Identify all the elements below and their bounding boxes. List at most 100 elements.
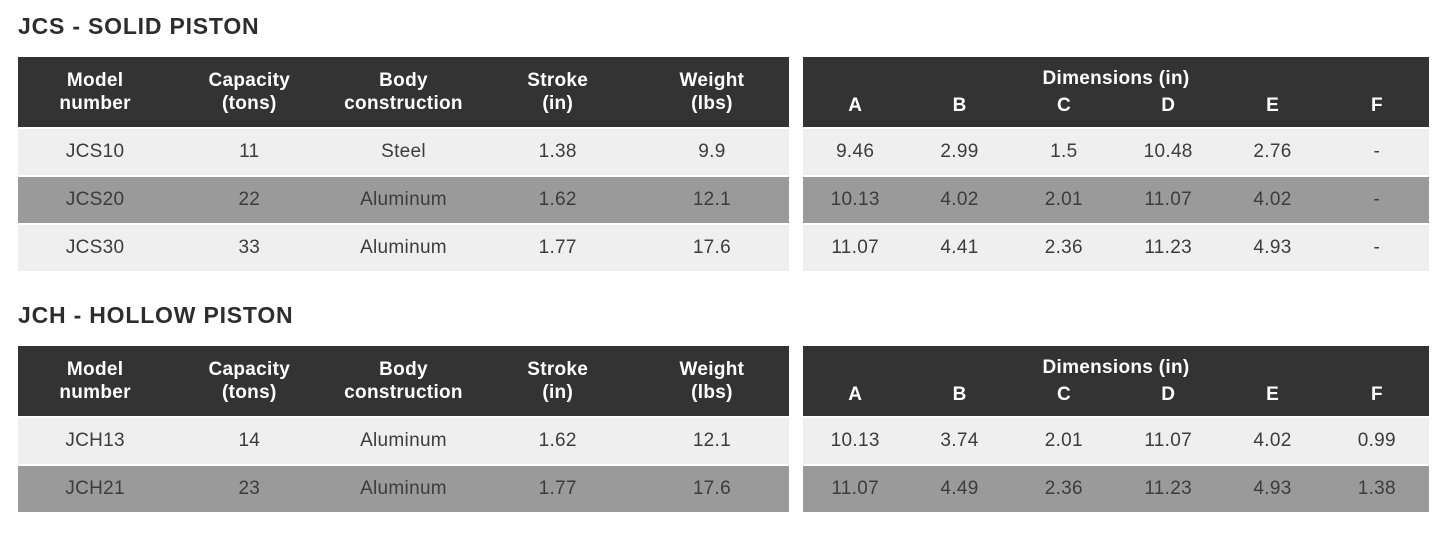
column-header-d: D	[1161, 383, 1176, 405]
table-cell: 4.02	[1253, 189, 1292, 210]
table-row: JCS10 11 Steel 1.38 9.9	[18, 127, 789, 175]
dimensions-group-header: Dimensions (in)	[1042, 356, 1190, 378]
table-cell: 4.02	[1253, 430, 1292, 451]
jch-spec-table-header: Model number Capacity (tons) Body constr…	[18, 346, 789, 416]
column-header-c: C	[1056, 383, 1071, 405]
table-cell: Aluminum	[360, 478, 447, 499]
column-header-line: (lbs)	[691, 382, 733, 403]
column-header-line: (tons)	[222, 93, 277, 114]
table-cell: 10.48	[1143, 141, 1193, 162]
column-header-line: Weight	[679, 70, 745, 91]
column-header-line: Capacity	[208, 359, 291, 380]
section-jcs-tables: Model number Capacity (tons) Body constr…	[18, 57, 1429, 271]
table-cell: JCS20	[65, 189, 125, 210]
column-header-line: Stroke	[527, 359, 589, 380]
column-header-e: E	[1266, 94, 1279, 116]
table-row: JCS30 33 Aluminum 1.77 17.6	[18, 223, 789, 271]
table-cell: -	[1373, 189, 1381, 210]
column-header-line: (tons)	[222, 382, 277, 403]
column-header-f: F	[1371, 383, 1383, 405]
table-row: 11.07 4.41 2.36 11.23 4.93 -	[803, 223, 1429, 271]
table-cell: 2.36	[1044, 237, 1083, 258]
table-cell: 2.01	[1044, 430, 1083, 451]
column-header-line: Body	[379, 359, 428, 380]
column-header-line: Weight	[679, 359, 745, 380]
table-cell: 33	[238, 237, 261, 258]
table-cell: 22	[238, 189, 261, 210]
column-header-capacity: Capacity (tons)	[172, 346, 326, 416]
column-header-line: (in)	[542, 382, 574, 403]
table-cell: 23	[238, 478, 261, 499]
column-header-a: A	[848, 94, 863, 116]
table-cell: 1.77	[538, 478, 577, 499]
table-cell: -	[1373, 237, 1381, 258]
table-cell: 2.99	[940, 141, 979, 162]
column-header-body-construction: Body construction	[326, 346, 480, 416]
column-header-d: D	[1161, 94, 1176, 116]
table-cell: 4.41	[940, 237, 979, 258]
table-row: JCS20 22 Aluminum 1.62 12.1	[18, 175, 789, 223]
table-cell: 1.77	[538, 237, 577, 258]
dimensions-letter-headers: A B C D E F	[803, 95, 1429, 117]
table-cell: 4.93	[1253, 237, 1292, 258]
column-header-model-number: Model number	[18, 346, 172, 416]
column-header-model-number: Model number	[18, 57, 172, 127]
page: JCS - SOLID PISTON Model number Capacity…	[18, 13, 1429, 512]
table-cell: 11.07	[1144, 189, 1192, 210]
jcs-spec-table-header: Model number Capacity (tons) Body constr…	[18, 57, 789, 127]
column-header-line: construction	[344, 382, 463, 403]
table-cell: Aluminum	[360, 189, 447, 210]
table-cell: 0.99	[1357, 430, 1396, 451]
column-header-weight: Weight (lbs)	[635, 346, 789, 416]
column-header-e: E	[1266, 383, 1279, 405]
column-header-a: A	[848, 383, 863, 405]
table-cell: 11	[239, 141, 260, 162]
column-header-line: (in)	[542, 93, 574, 114]
column-header-weight: Weight (lbs)	[635, 57, 789, 127]
section-title-jcs: JCS - SOLID PISTON	[18, 13, 260, 39]
table-cell: 1.62	[538, 430, 577, 451]
column-header-line: construction	[344, 93, 463, 114]
column-header-f: F	[1371, 94, 1383, 116]
table-cell: 1.38	[538, 141, 577, 162]
table-cell: 1.38	[1357, 478, 1396, 499]
column-header-line: Stroke	[527, 70, 589, 91]
table-cell: 12.1	[692, 189, 731, 210]
section-title-jch: JCH - HOLLOW PISTON	[18, 302, 294, 328]
table-row: 9.46 2.99 1.5 10.48 2.76 -	[803, 127, 1429, 175]
column-header-line: number	[59, 93, 131, 114]
table-cell: 2.01	[1044, 189, 1083, 210]
table-cell: Steel	[381, 141, 426, 162]
column-header-b: B	[952, 383, 967, 405]
column-header-line: Model	[66, 70, 124, 91]
table-row: JCH21 23 Aluminum 1.77 17.6	[18, 464, 789, 512]
table-cell: 10.13	[830, 189, 880, 210]
table-row: JCH13 14 Aluminum 1.62 12.1	[18, 416, 789, 464]
column-header-line: (lbs)	[691, 93, 733, 114]
table-cell: JCH13	[65, 430, 125, 451]
table-cell: -	[1373, 141, 1381, 162]
column-header-b: B	[952, 94, 967, 116]
table-row: 10.13 4.02 2.01 11.07 4.02 -	[803, 175, 1429, 223]
jcs-dimensions-table: Dimensions (in) A B C D E F 9.46 2.99 1.…	[803, 57, 1429, 271]
column-header-capacity: Capacity (tons)	[172, 57, 326, 127]
jch-spec-table: Model number Capacity (tons) Body constr…	[18, 346, 789, 512]
column-header-body-construction: Body construction	[326, 57, 480, 127]
table-cell: 4.93	[1253, 478, 1292, 499]
column-header-line: Capacity	[208, 70, 291, 91]
table-cell: 14	[238, 430, 261, 451]
table-cell: 9.9	[698, 141, 726, 162]
table-cell: JCS10	[65, 141, 125, 162]
table-cell: 2.36	[1044, 478, 1083, 499]
dimensions-group-header: Dimensions (in)	[1042, 67, 1190, 89]
table-cell: 11.23	[1144, 478, 1192, 499]
table-cell: 11.07	[831, 478, 879, 499]
table-cell: 11.07	[831, 237, 879, 258]
table-cell: 11.07	[1144, 430, 1192, 451]
table-cell: 2.76	[1253, 141, 1292, 162]
table-cell: 10.13	[830, 430, 880, 451]
table-cell: Aluminum	[360, 237, 447, 258]
table-cell: 17.6	[692, 237, 731, 258]
jch-dimensions-table: Dimensions (in) A B C D E F 10.13 3.74 2…	[803, 346, 1429, 512]
dimensions-letter-headers: A B C D E F	[803, 384, 1429, 406]
